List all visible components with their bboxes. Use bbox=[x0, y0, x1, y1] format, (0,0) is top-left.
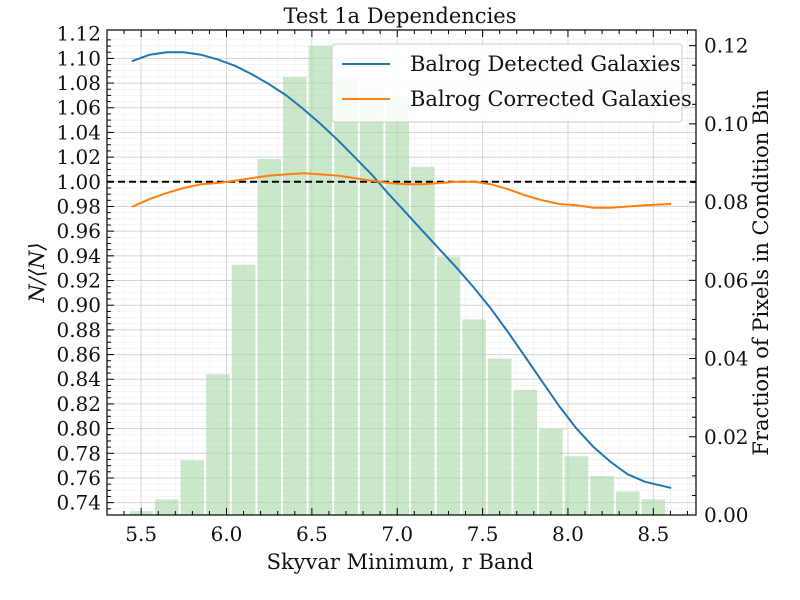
y-tick-label: 0.76 bbox=[56, 466, 101, 490]
x-tick-label: 6.0 bbox=[211, 522, 243, 546]
histogram-bar bbox=[436, 256, 461, 515]
histogram-bar bbox=[641, 499, 666, 515]
chart-title: Test 1a Dependencies bbox=[284, 4, 517, 28]
y-tick-label: 0.94 bbox=[56, 244, 101, 268]
y-tick-label: 0.98 bbox=[56, 194, 101, 218]
histogram-bar bbox=[206, 374, 230, 515]
y-right-tick-label: 0.02 bbox=[704, 425, 749, 449]
histogram-layer bbox=[129, 45, 666, 516]
legend: Balrog Detected Galaxies Balrog Corrected… bbox=[331, 43, 692, 123]
plot-frame bbox=[106, 29, 697, 516]
series-line bbox=[131, 172, 672, 209]
y-right-tick-label: 0.08 bbox=[704, 190, 749, 214]
y-tick-label: 0.90 bbox=[56, 293, 101, 317]
series-layer bbox=[107, 51, 696, 489]
y-right-tick-label: 0.00 bbox=[704, 503, 749, 527]
histogram-bar bbox=[513, 389, 538, 515]
histogram-bar bbox=[411, 166, 435, 516]
x-tick-label: 8.0 bbox=[552, 522, 584, 546]
x-tick-label: 6.5 bbox=[296, 522, 328, 546]
y-right-tick-label: 0.04 bbox=[704, 347, 749, 371]
y-tick-label: 0.80 bbox=[56, 417, 101, 441]
histogram-bar bbox=[257, 159, 281, 516]
axes-layer: 5.5 6.0 6.5 7.0 7.5 8.0 8.50.740.760.780.800.8… bbox=[56, 22, 748, 546]
histogram-bar bbox=[385, 96, 410, 515]
y-tick-label: 0.84 bbox=[56, 367, 101, 391]
x-tick-label: 7.0 bbox=[381, 522, 413, 546]
histogram-bar bbox=[180, 460, 205, 515]
y-tick-label: 1.10 bbox=[56, 46, 101, 70]
histogram-bar bbox=[282, 76, 307, 515]
histogram-bar bbox=[462, 319, 486, 515]
y-tick-label: 1.12 bbox=[56, 22, 101, 46]
x-tick-label: 5.5 bbox=[125, 522, 157, 546]
x-axis-title: Skyvar Minimum, r Band bbox=[267, 550, 534, 574]
histogram-bar bbox=[308, 45, 333, 515]
histogram-bar bbox=[154, 499, 179, 515]
histogram-bar bbox=[487, 358, 512, 515]
y-tick-label: 1.04 bbox=[56, 120, 101, 144]
y-tick-label: 1.00 bbox=[56, 170, 101, 194]
x-tick-label: 8.5 bbox=[637, 522, 669, 546]
y-right-tick-label: 0.12 bbox=[704, 34, 749, 58]
y-tick-label: 1.08 bbox=[56, 71, 101, 95]
legend-box bbox=[331, 43, 683, 123]
histogram-bar bbox=[231, 264, 256, 515]
y-tick-label: 0.78 bbox=[56, 441, 101, 465]
y-tick-label: 1.02 bbox=[56, 145, 101, 169]
y-right-tick-label: 0.10 bbox=[704, 112, 749, 136]
y-right-axis-title: Fraction of Pixels in Condition Bin bbox=[749, 89, 773, 455]
y-tick-label: 0.82 bbox=[56, 392, 101, 416]
histogram-bar bbox=[359, 88, 384, 515]
y-axis-title: N/⟨N⟩ bbox=[25, 242, 49, 303]
series-line bbox=[131, 51, 672, 489]
y-right-tick-label: 0.06 bbox=[704, 268, 749, 292]
y-tick-label: 0.86 bbox=[56, 343, 101, 367]
y-tick-label: 1.06 bbox=[56, 96, 101, 120]
legend-label: Balrog Corrected Galaxies bbox=[410, 87, 692, 111]
legend-label: Balrog Detected Galaxies bbox=[410, 52, 681, 76]
y-tick-label: 0.96 bbox=[56, 219, 101, 243]
histogram-bar bbox=[334, 76, 358, 515]
histogram-bar bbox=[564, 456, 589, 515]
y-tick-label: 0.92 bbox=[56, 269, 101, 293]
y-tick-label: 0.88 bbox=[56, 318, 101, 342]
x-tick-label: 7.5 bbox=[467, 522, 499, 546]
histogram-bar bbox=[539, 428, 563, 515]
histogram-bar bbox=[615, 491, 640, 515]
histogram-bar bbox=[590, 475, 614, 515]
y-tick-label: 0.74 bbox=[56, 491, 101, 515]
